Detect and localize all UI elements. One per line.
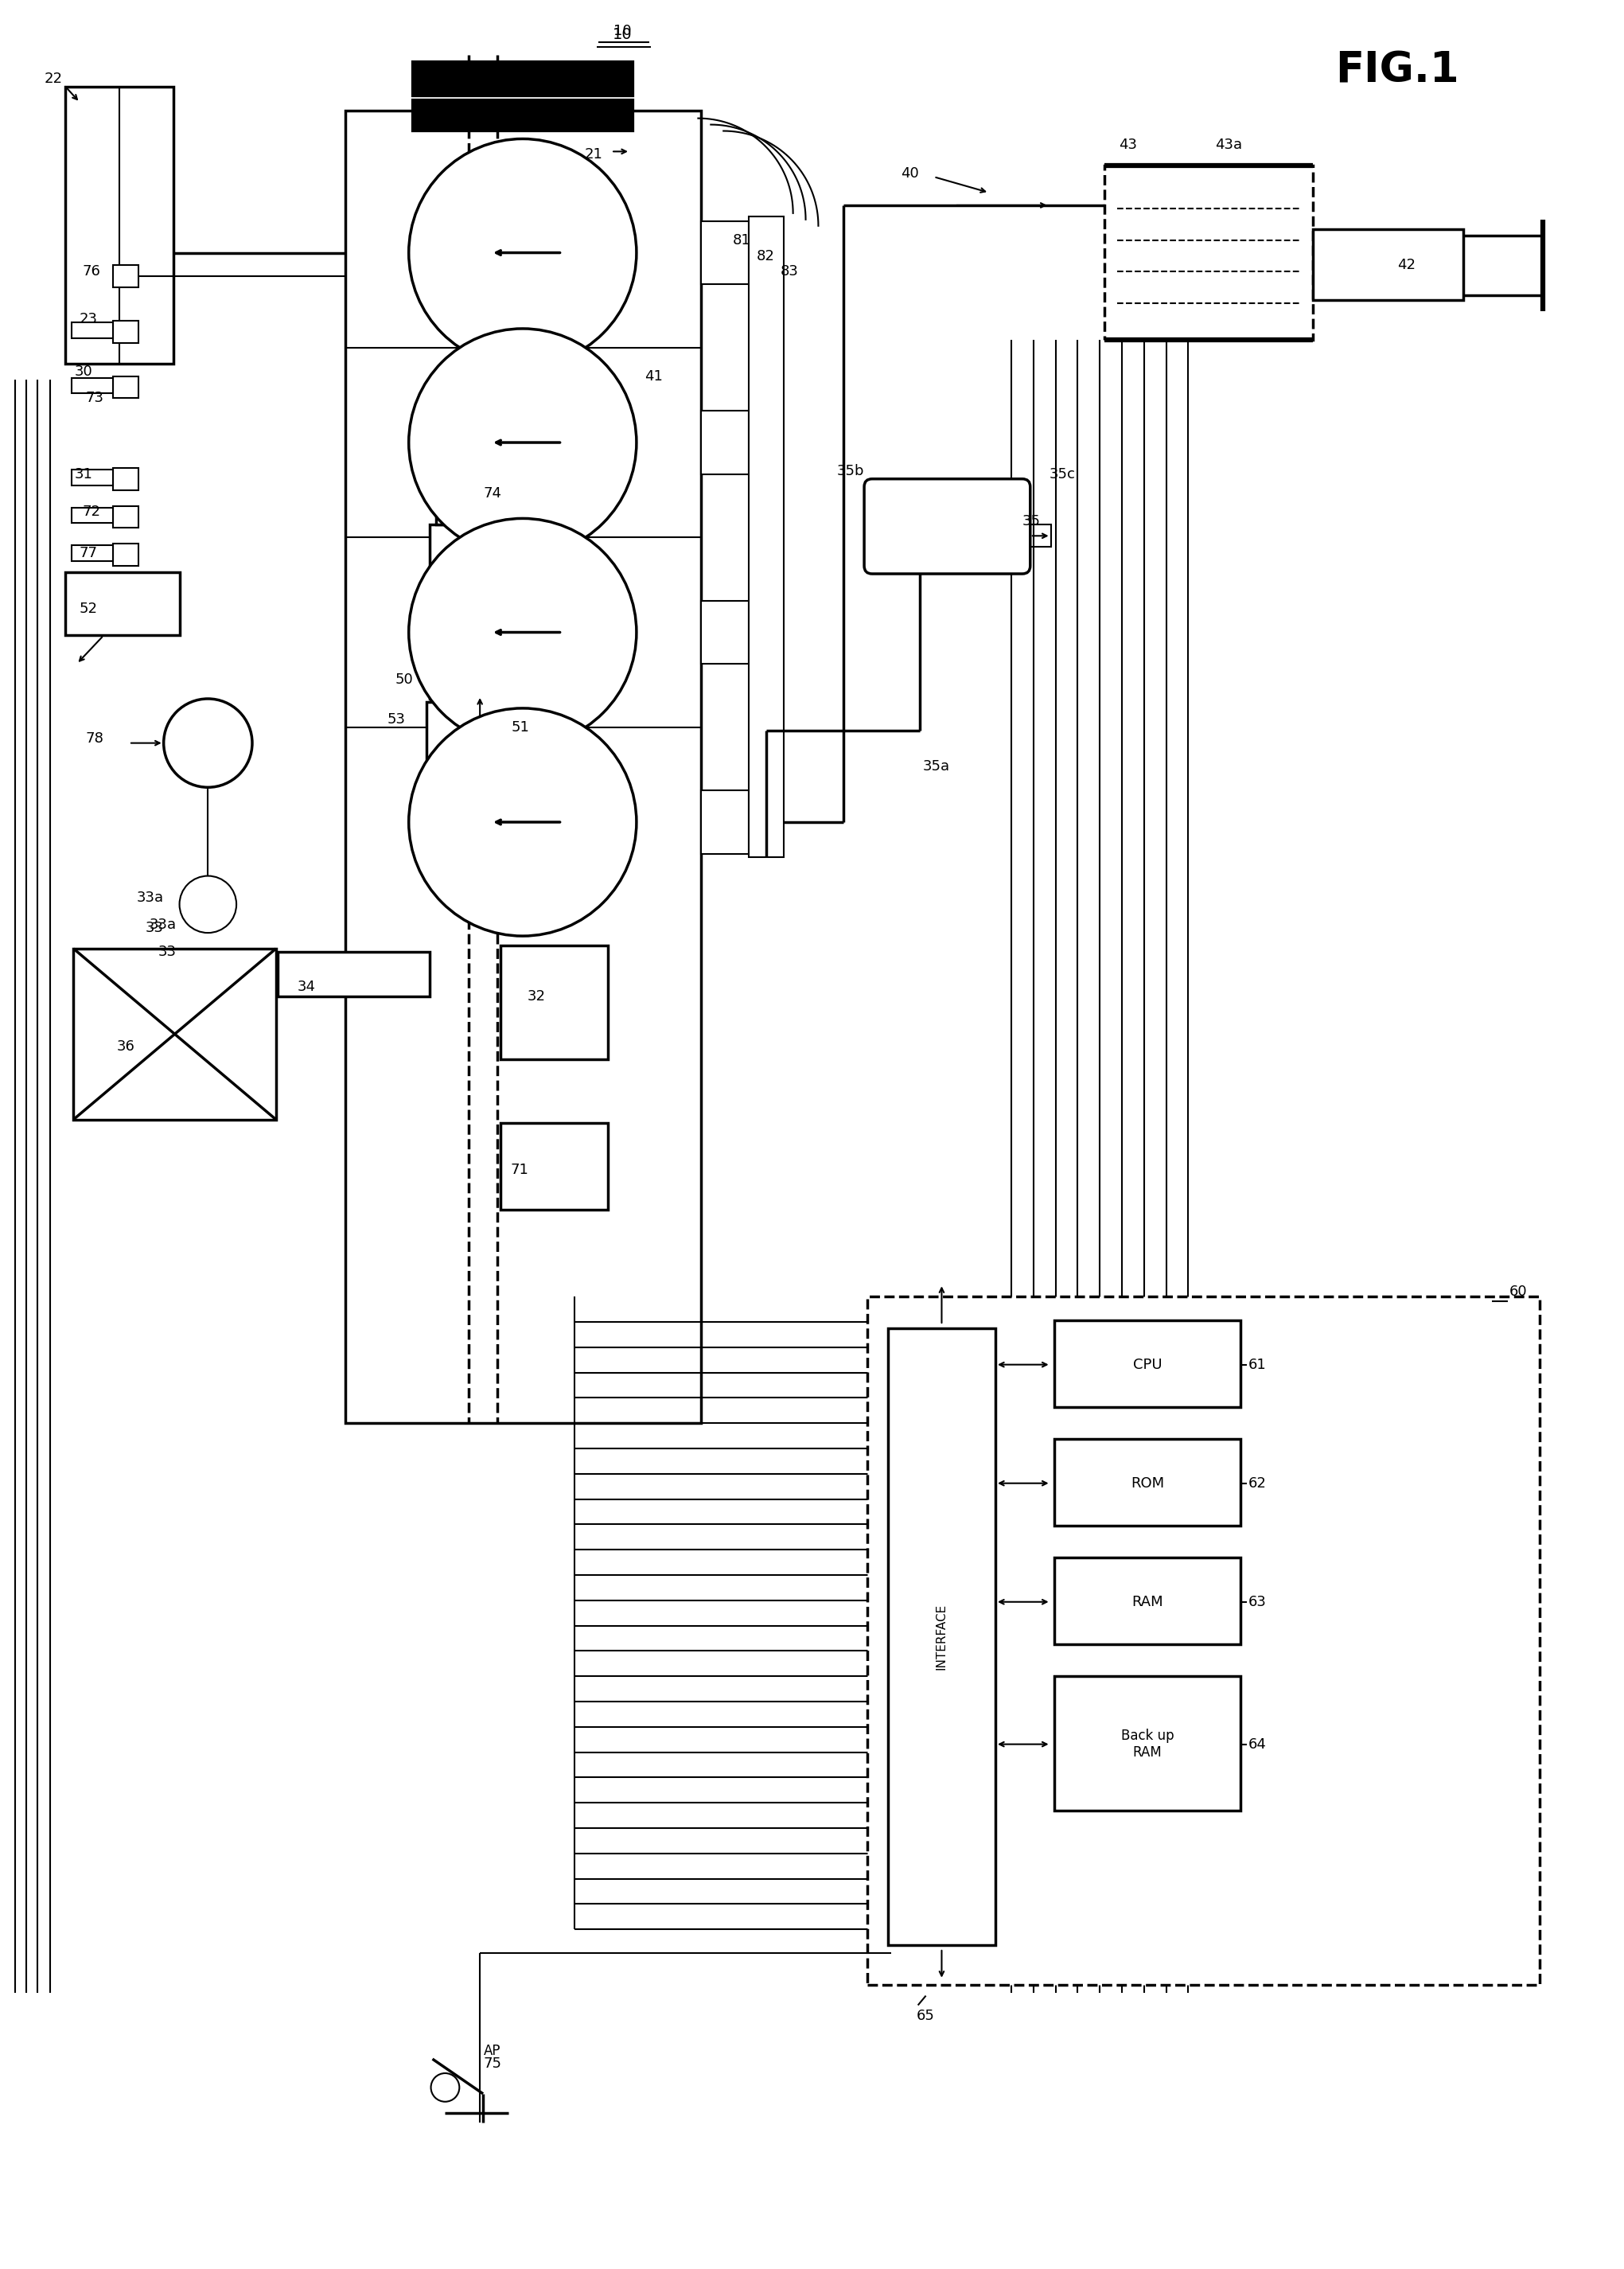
Bar: [702, 601, 749, 665]
Bar: [702, 411, 749, 474]
Text: 35c: 35c: [1049, 467, 1075, 481]
Bar: [71, 377, 114, 393]
Bar: [749, 216, 783, 858]
Bar: [702, 790, 749, 853]
Text: 31: 31: [75, 467, 93, 481]
FancyBboxPatch shape: [864, 479, 1030, 574]
Text: 23: 23: [80, 313, 97, 327]
Bar: [73, 948, 276, 1119]
Bar: [114, 377, 138, 399]
Text: 81: 81: [732, 234, 750, 247]
Text: 74: 74: [484, 486, 502, 499]
Circle shape: [409, 517, 637, 747]
Text: 22: 22: [44, 73, 62, 86]
Text: 82: 82: [757, 250, 775, 263]
Text: 42: 42: [1397, 259, 1416, 272]
Text: 75: 75: [484, 2056, 502, 2072]
Text: RAM: RAM: [1132, 1595, 1163, 1609]
Text: 41: 41: [645, 370, 663, 383]
Text: 62: 62: [1249, 1477, 1267, 1491]
Text: 64: 64: [1249, 1738, 1267, 1752]
Bar: [1025, 524, 1051, 547]
Bar: [278, 951, 429, 996]
Circle shape: [180, 876, 237, 933]
Bar: [435, 474, 531, 524]
Bar: [425, 701, 541, 810]
Text: 52: 52: [80, 601, 97, 615]
Text: 73: 73: [86, 390, 104, 406]
Bar: [71, 545, 114, 560]
Text: INTERFACE: INTERFACE: [935, 1604, 948, 1670]
Text: 10: 10: [612, 27, 632, 43]
Text: AP: AP: [484, 2044, 502, 2058]
Bar: [346, 111, 702, 1423]
Text: 36: 36: [117, 1039, 135, 1053]
Text: 20: 20: [451, 102, 469, 118]
Text: 43: 43: [1119, 138, 1137, 152]
Text: 60: 60: [1509, 1284, 1527, 1300]
Text: 30: 30: [75, 365, 93, 379]
Bar: [867, 1296, 1540, 1985]
Bar: [114, 545, 138, 565]
Text: 50: 50: [395, 672, 414, 688]
Text: 78: 78: [86, 731, 104, 747]
Bar: [1104, 166, 1314, 340]
Bar: [71, 322, 114, 338]
Text: 32: 32: [528, 989, 546, 1003]
Text: Back up
RAM: Back up RAM: [1121, 1729, 1174, 1761]
Bar: [429, 524, 542, 699]
Bar: [65, 572, 180, 635]
Bar: [1314, 229, 1463, 300]
Bar: [1054, 1439, 1241, 1527]
Circle shape: [409, 138, 637, 368]
Text: 34: 34: [297, 980, 315, 994]
Bar: [1054, 1321, 1241, 1407]
Circle shape: [409, 708, 637, 937]
Bar: [702, 220, 749, 284]
Bar: [500, 1123, 607, 1209]
Bar: [1054, 1677, 1241, 1811]
Text: 21: 21: [585, 147, 603, 161]
Text: CPU: CPU: [1132, 1357, 1161, 1373]
Bar: [888, 1327, 996, 1945]
Bar: [71, 470, 114, 486]
Bar: [114, 467, 138, 490]
Text: 33a: 33a: [136, 892, 164, 905]
Text: 40: 40: [901, 166, 919, 182]
Text: 33: 33: [158, 944, 177, 960]
Text: 33: 33: [146, 921, 164, 935]
Text: 10: 10: [614, 25, 632, 39]
Text: 33a: 33a: [149, 917, 177, 933]
Text: 76: 76: [83, 265, 101, 279]
Bar: [1054, 1557, 1241, 1645]
Bar: [65, 86, 174, 363]
Bar: [500, 946, 607, 1060]
Text: 71: 71: [510, 1164, 528, 1178]
Bar: [414, 100, 632, 129]
Text: 35b: 35b: [836, 463, 864, 479]
Text: 35a: 35a: [922, 760, 950, 774]
Text: 53: 53: [387, 712, 406, 726]
Bar: [448, 549, 525, 676]
Bar: [114, 506, 138, 529]
Text: 63: 63: [1249, 1595, 1267, 1609]
Circle shape: [430, 2074, 460, 2101]
Bar: [414, 64, 632, 95]
Text: 51: 51: [512, 719, 529, 735]
Text: 35: 35: [1023, 515, 1041, 529]
Text: ROM: ROM: [1130, 1477, 1164, 1491]
Text: 43a: 43a: [1215, 138, 1242, 152]
Text: 65: 65: [918, 2008, 935, 2024]
Text: 61: 61: [1249, 1357, 1267, 1373]
Circle shape: [409, 329, 637, 556]
Text: 83: 83: [781, 265, 799, 279]
Text: 72: 72: [83, 506, 101, 520]
Bar: [114, 265, 138, 288]
Bar: [71, 508, 114, 524]
Text: 77: 77: [80, 547, 97, 560]
Circle shape: [164, 699, 252, 787]
Text: FIG.1: FIG.1: [1335, 50, 1458, 91]
Bar: [114, 320, 138, 343]
